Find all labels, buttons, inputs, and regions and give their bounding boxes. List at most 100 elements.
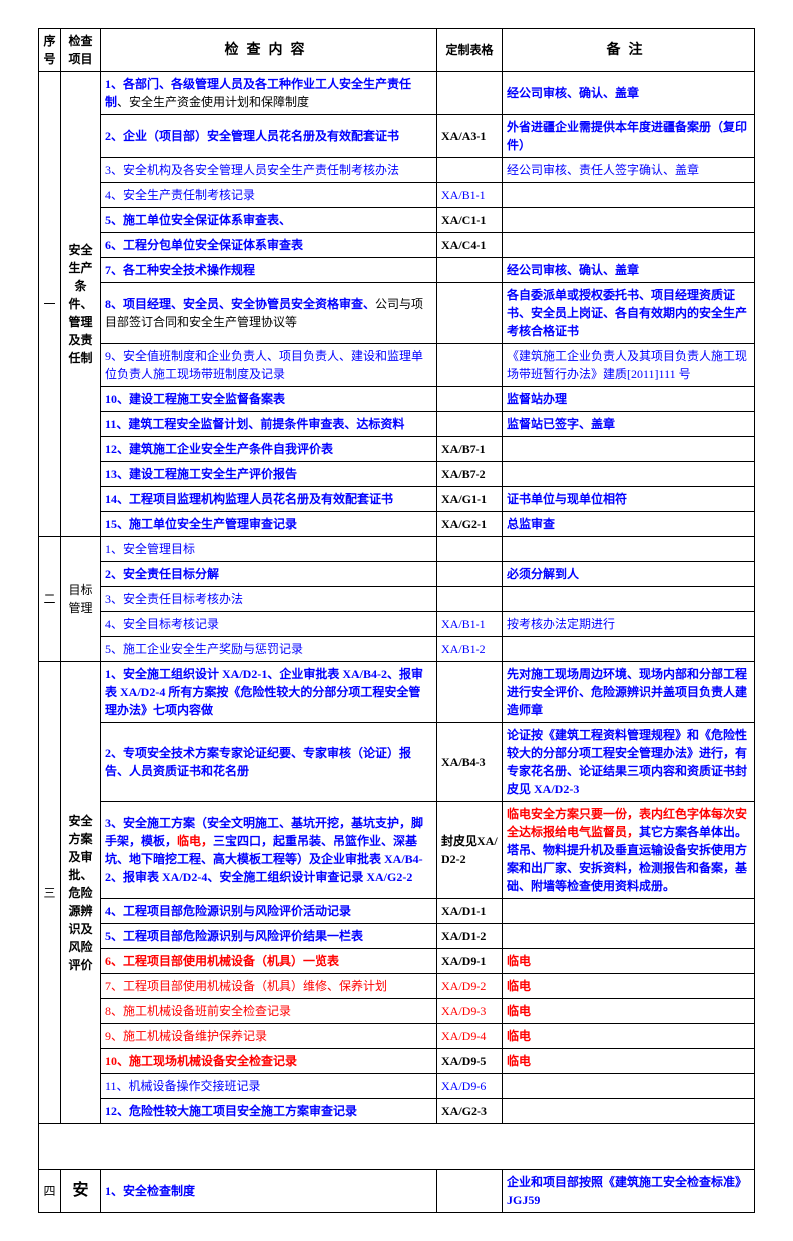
- text-fragment: 经公司审核、确认、盖章: [507, 86, 639, 100]
- note-cell: [503, 183, 755, 208]
- text-fragment: 外省进疆企业需提供本年度进疆备案册（复印件）: [507, 120, 747, 152]
- form-cell: [437, 283, 503, 344]
- form-cell: [437, 587, 503, 612]
- content-cell: 1、安全施工组织设计 XA/D2-1、企业审批表 XA/B4-2、报审表 XA/…: [101, 662, 437, 723]
- note-cell: [503, 537, 755, 562]
- note-cell: 证书单位与现单位相符: [503, 487, 755, 512]
- content-cell: 7、各工种安全技术操作规程: [101, 258, 437, 283]
- note-cell: [503, 899, 755, 924]
- form-cell: XA/D9-2: [437, 974, 503, 999]
- text-fragment: 各自委派单或授权委托书、项目经理资质证书、安全员上岗证、各自有效期内的安全生产考…: [507, 288, 747, 338]
- text-fragment: 8、施工机械设备班前安全检查记录: [105, 1004, 291, 1018]
- text-fragment: 临电，: [177, 834, 213, 848]
- section-seq: 二: [39, 537, 61, 662]
- text-fragment: 监督站已签字、盖章: [507, 417, 615, 431]
- form-cell: [437, 258, 503, 283]
- table-row: 4、安全目标考核记录XA/B1-1按考核办法定期进行: [39, 612, 755, 637]
- note-cell: 必须分解到人: [503, 562, 755, 587]
- note-cell: 论证按《建筑工程资料管理规程》和《危险性较大的分部分项工程安全管理办法》进行，有…: [503, 723, 755, 802]
- form-cell: XA/D9-5: [437, 1049, 503, 1074]
- text-fragment: 8、项目经理、安全员、安全协管员安全资格审查、: [105, 297, 375, 311]
- table-row: 4、工程项目部危险源识别与风险评价活动记录XA/D1-1: [39, 899, 755, 924]
- note-cell: [503, 462, 755, 487]
- text-fragment: 6、工程项目部使用机械设备（机具）一览表: [105, 954, 339, 968]
- header-note: 备注: [503, 29, 755, 72]
- form-cell: XA/G2-1: [437, 512, 503, 537]
- section-item: 安全生产条件、管理及责任制: [61, 72, 101, 537]
- form-cell: XA/G1-1: [437, 487, 503, 512]
- text-fragment: 临电: [507, 979, 531, 993]
- text-fragment: 4、安全生产责任制考核记录: [105, 188, 255, 202]
- form-cell: XA/B7-1: [437, 437, 503, 462]
- table-row: 12、建筑施工企业安全生产条件自我评价表XA/B7-1: [39, 437, 755, 462]
- form-cell: XA/D9-6: [437, 1074, 503, 1099]
- table-row: 3、安全机构及各安全管理人员安全生产责任制考核办法经公司审核、责任人签字确认、盖…: [39, 158, 755, 183]
- table-row: 3、安全施工方案（安全文明施工、基坑开挖，基坑支护，脚手架，模板，临电，三宝四口…: [39, 802, 755, 899]
- note-cell: 经公司审核、确认、盖章: [503, 258, 755, 283]
- header-form: 定制表格: [437, 29, 503, 72]
- note-cell: 监督站已签字、盖章: [503, 412, 755, 437]
- text-fragment: 9、施工机械设备维护保养记录: [105, 1029, 267, 1043]
- section-item: 目标管理: [61, 537, 101, 662]
- form-cell: [437, 662, 503, 723]
- content-cell: 11、建筑工程安全监督计划、前提条件审查表、达标资料: [101, 412, 437, 437]
- content-cell: 2、专项安全技术方案专家论证纪要、专家审核（论证）报告、人员资质证书和花名册: [101, 723, 437, 802]
- content-cell: 10、施工现场机械设备安全检查记录: [101, 1049, 437, 1074]
- note-cell: [503, 1099, 755, 1124]
- table-row: 10、建设工程施工安全监督备案表监督站办理: [39, 387, 755, 412]
- text-fragment: 监督站办理: [507, 392, 567, 406]
- content-cell: 2、安全责任目标分解: [101, 562, 437, 587]
- text-fragment: 7、各工种安全技术操作规程: [105, 263, 255, 277]
- content-cell: 12、危险性较大施工项目安全施工方案审查记录: [101, 1099, 437, 1124]
- text-fragment: 9、安全值班制度和企业负责人、项目负责人、建设和监理单位负责人施工现场带班制度及…: [105, 349, 423, 381]
- table-row: 13、建设工程施工安全生产评价报告XA/B7-2: [39, 462, 755, 487]
- note-cell: [503, 924, 755, 949]
- table-row: 14、工程项目监理机构监理人员花名册及有效配套证书XA/G1-1证书单位与现单位…: [39, 487, 755, 512]
- content-cell: 4、安全生产责任制考核记录: [101, 183, 437, 208]
- form-cell: [437, 344, 503, 387]
- content-cell: 8、项目经理、安全员、安全协管员安全资格审查、公司与项目部签订合同和安全生产管理…: [101, 283, 437, 344]
- table-row: 12、危险性较大施工项目安全施工方案审查记录XA/G2-3: [39, 1099, 755, 1124]
- content-cell: 9、安全值班制度和企业负责人、项目负责人、建设和监理单位负责人施工现场带班制度及…: [101, 344, 437, 387]
- text-fragment: 经公司审核、确认、盖章: [507, 263, 639, 277]
- form-cell: XA/D1-2: [437, 924, 503, 949]
- table-row: 7、各工种安全技术操作规程 经公司审核、确认、盖章: [39, 258, 755, 283]
- note-cell: 各自委派单或授权委托书、项目经理资质证书、安全员上岗证、各自有效期内的安全生产考…: [503, 283, 755, 344]
- text-fragment: 3、安全机构及各安全管理人员安全生产责任制考核办法: [105, 163, 399, 177]
- note-cell: 《建筑施工企业负责人及其项目负责人施工现场带班暂行办法》建质[2011]111 …: [503, 344, 755, 387]
- text-fragment: 5、工程项目部危险源识别与风险评价结果一栏表: [105, 929, 363, 943]
- table-row: 4、安全生产责任制考核记录 XA/B1-1: [39, 183, 755, 208]
- text-fragment: 证书单位与现单位相符: [507, 492, 627, 506]
- table-row: 11、机械设备操作交接班记录XA/D9-6: [39, 1074, 755, 1099]
- text-fragment: 论证按《建筑工程资料管理规程》和《危险性较大的分部分项工程安全管理办法》进行，有…: [507, 728, 747, 796]
- text-fragment: 临电: [507, 1004, 531, 1018]
- content-cell: 11、机械设备操作交接班记录: [101, 1074, 437, 1099]
- text-fragment: 必须分解到人: [507, 567, 579, 581]
- form-cell: XA/B1-1: [437, 183, 503, 208]
- header-row: 序号 检查项目 检查内容 定制表格 备注: [39, 29, 755, 72]
- section-seq: 三: [39, 662, 61, 1124]
- note-cell: 临电: [503, 1024, 755, 1049]
- text-fragment: 10、施工现场机械设备安全检查记录: [105, 1054, 297, 1068]
- table-row: 7、工程项目部使用机械设备（机具）维修、保养计划XA/D9-2临电: [39, 974, 755, 999]
- form-cell: XA/B4-3: [437, 723, 503, 802]
- content-cell: 4、工程项目部危险源识别与风险评价活动记录: [101, 899, 437, 924]
- text-fragment: 、安全生产资金使用计划和保障制度: [117, 95, 309, 109]
- note-cell: [503, 637, 755, 662]
- note-cell: [503, 587, 755, 612]
- content-cell: 9、施工机械设备维护保养记录: [101, 1024, 437, 1049]
- note-cell: 经公司审核、确认、盖章: [503, 72, 755, 115]
- text-fragment: 临电: [507, 1054, 531, 1068]
- form-cell: 封皮见XA/D2-2: [437, 802, 503, 899]
- content-cell: 1、安全管理目标: [101, 537, 437, 562]
- form-cell: XA/G2-3: [437, 1099, 503, 1124]
- table-row: 5、施工企业安全生产奖励与惩罚记录XA/B1-2: [39, 637, 755, 662]
- text-fragment: 11、建筑工程安全监督计划、前提条件审查表、达标资料: [105, 417, 404, 431]
- text-fragment: 总监审查: [507, 517, 555, 531]
- form-cell: XA/C4-1: [437, 233, 503, 258]
- content-cell: 3、安全机构及各安全管理人员安全生产责任制考核办法: [101, 158, 437, 183]
- table-row: 11、建筑工程安全监督计划、前提条件审查表、达标资料 监督站已签字、盖章: [39, 412, 755, 437]
- table-row: 10、施工现场机械设备安全检查记录 XA/D9-5 临电: [39, 1049, 755, 1074]
- form-cell: [437, 158, 503, 183]
- content-cell: 13、建设工程施工安全生产评价报告: [101, 462, 437, 487]
